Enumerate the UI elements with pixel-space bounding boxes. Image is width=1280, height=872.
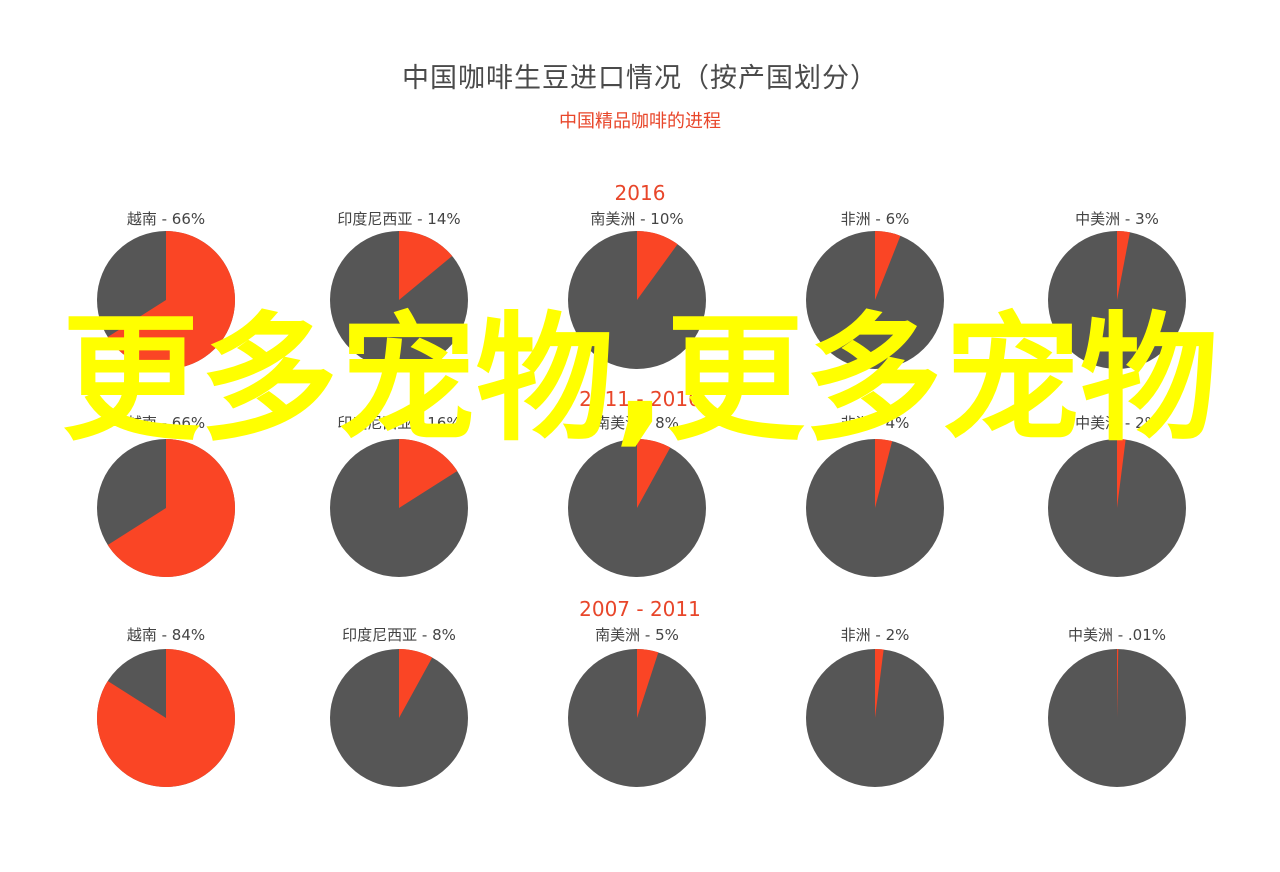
pie-slice (107, 439, 236, 578)
pie-slice (1117, 231, 1130, 300)
pie-label: 印度尼西亚 - 14% (337, 210, 460, 228)
chart-subtitle: 中国精品咖啡的进程 (559, 111, 721, 132)
period-label: 2011 - 2016 (579, 387, 701, 411)
pie-label: 中美洲 - 3% (1075, 210, 1159, 228)
pie-slice (875, 231, 901, 300)
pie-label: 非洲 - 6% (841, 210, 910, 228)
pie-slice (399, 439, 458, 508)
pie-label: 南美洲 - 5% (595, 626, 679, 644)
pie-slice (96, 649, 236, 788)
pie-slice (399, 231, 453, 300)
pie-slice (1117, 648, 1119, 718)
pie-slice (875, 649, 884, 718)
pie-label: 非洲 - 4% (841, 414, 910, 432)
pie-label: 越南 - 84% (127, 626, 205, 644)
pie-label: 南美洲 - 10% (590, 210, 683, 228)
pie-label: 中美洲 - .01% (1068, 626, 1166, 644)
pie-slice (637, 649, 659, 718)
pie-label: 印度尼西亚 - 16% (337, 414, 460, 432)
pie-slice (637, 231, 678, 300)
period-label: 2016 (615, 181, 666, 205)
pie-label: 非洲 - 2% (841, 626, 910, 644)
pie-slice (875, 439, 893, 508)
pie-slice (107, 231, 235, 370)
pie-label: 南美洲 - 8% (595, 414, 679, 432)
pie-slice (637, 439, 671, 508)
pie-slice (399, 649, 433, 718)
chart-title: 中国咖啡生豆进口情况（按产国划分） (402, 63, 878, 94)
pie-label: 越南 - 66% (127, 414, 205, 432)
period-label: 2007 - 2011 (579, 597, 701, 621)
pie-label: 越南 - 66% (127, 210, 205, 228)
pie-label: 印度尼西亚 - 8% (342, 626, 456, 644)
pie-slice (1117, 439, 1126, 508)
pie-label: 中美洲 - 2% (1075, 414, 1159, 432)
